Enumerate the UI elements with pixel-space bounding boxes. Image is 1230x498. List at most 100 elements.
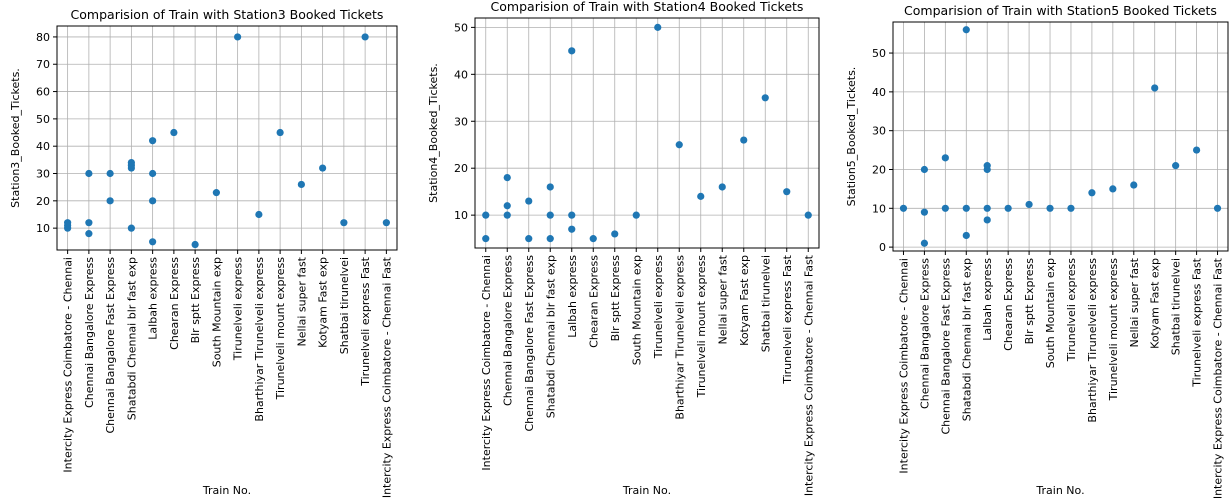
y-tick-label: 80 — [36, 31, 50, 44]
x-tick-label: Chennai Bangalore Fast Express — [523, 255, 536, 432]
y-tick-label: 10 — [36, 222, 50, 235]
x-tick-label: Chennai Bangalore Express — [83, 257, 96, 408]
x-tick-label: Intercity Express Coimbatore - Chennai F… — [380, 256, 393, 498]
data-point — [525, 197, 533, 205]
data-point — [546, 211, 554, 219]
x-tick-label: Intercity Express Coimbatore - Chennai — [480, 255, 493, 471]
plot-frame — [474, 17, 820, 249]
x-tick-label: Tirunelveli express Fast — [1191, 257, 1204, 387]
data-point — [127, 158, 135, 167]
data-point — [941, 204, 949, 212]
chart-title: Comparision of Train with Station5 Booke… — [904, 3, 1217, 18]
data-point — [983, 216, 991, 224]
x-tick-label: Blr sptt Express — [609, 255, 622, 342]
data-point — [149, 238, 157, 246]
x-tick-label: Chennai Bangalore Express — [501, 255, 514, 406]
chart-panel-3: 10 20 30 40 50 60 70 80 Intercity Express Coimba… — [9, 7, 398, 498]
data-point — [920, 239, 929, 247]
data-point — [962, 204, 970, 212]
x-tick-label: Tirunelveli express — [652, 255, 665, 359]
data-point — [675, 141, 683, 149]
data-point — [234, 33, 242, 41]
data-point — [482, 211, 490, 219]
data-point — [149, 169, 157, 178]
data-point — [64, 219, 72, 227]
data-point — [340, 219, 348, 227]
y-tick-label: 20 — [454, 162, 468, 175]
plot-frame — [892, 21, 1229, 252]
data-point — [1088, 189, 1096, 197]
data-point — [920, 208, 929, 216]
data-point — [191, 240, 199, 249]
data-point — [127, 224, 135, 232]
y-tick-label: 10 — [454, 209, 468, 222]
plot-frame — [56, 25, 398, 251]
data-point — [85, 169, 93, 178]
x-tick-label: Tirunelveli mount express — [695, 255, 708, 399]
x-tick-label: South Mountain exp — [630, 255, 643, 365]
x-tick-label: Chennai Bangalore Fast Express — [939, 258, 952, 435]
data-point — [503, 173, 511, 182]
data-point — [1172, 162, 1180, 170]
data-point — [611, 230, 619, 238]
x-tick-label: Tirunelveli mount express — [1107, 258, 1120, 402]
y-tick-label: 70 — [36, 58, 50, 71]
data-point — [546, 235, 554, 243]
data-point — [740, 136, 748, 144]
data-point — [1130, 181, 1138, 189]
y-axis-label: Station3_Booked_Tickets. — [9, 68, 22, 208]
data-point — [1151, 84, 1159, 92]
x-tick-label: Tirunelveli express Fast — [359, 256, 372, 386]
x-tick-label: Shatbai tirunelvei — [338, 257, 351, 354]
x-tick-label: Nellai super fast — [295, 256, 308, 346]
y-tick-label: 50 — [36, 113, 50, 126]
y-tick-label: 30 — [872, 125, 886, 138]
data-point — [920, 165, 929, 174]
data-point — [503, 211, 511, 219]
data-point — [632, 211, 640, 219]
data-point — [568, 47, 576, 55]
data-point — [1046, 204, 1054, 212]
x-tick-label: Kotyam Fast exp — [1149, 258, 1162, 349]
y-tick-label: 20 — [36, 195, 50, 208]
y-tick-label: 0 — [879, 241, 886, 254]
chart-panel-4: 10 20 30 40 50 Intercity Express Coimbatore -… — [427, 0, 820, 497]
data-point — [297, 180, 305, 189]
x-tick-label: Intercity Express Coimbatore - Chennai — [897, 258, 910, 474]
data-point — [1192, 146, 1201, 154]
data-point — [697, 192, 705, 200]
x-axis-label: Train No. — [1035, 484, 1084, 497]
y-tick-label: 40 — [872, 86, 886, 99]
data-point — [983, 204, 991, 212]
data-point — [1067, 204, 1075, 212]
chart-title: Comparision of Train with Station3 Booke… — [71, 7, 384, 22]
data-point — [482, 235, 490, 243]
x-axis-label: Train No. — [622, 484, 671, 497]
x-tick-label: Bharthiyar Tirunelveli express — [253, 257, 266, 422]
x-tick-label: Shatbai tirunelvei — [759, 255, 772, 352]
data-point — [546, 183, 554, 191]
data-point — [85, 230, 93, 238]
x-tick-label: Chearan Express — [168, 257, 181, 350]
data-point — [654, 23, 662, 31]
x-tick-label: Shatbai tirunelvei — [1170, 258, 1183, 355]
x-tick-label: Intercity Express Coimbatore - Chennai F… — [1212, 257, 1225, 498]
x-tick-label: South Mountain exp — [210, 257, 223, 367]
x-tick-label: Bharthiyar Tirunelveli express — [1086, 258, 1099, 423]
x-tick-label: Nellai super fast — [716, 254, 729, 344]
data-point — [1109, 185, 1117, 193]
y-tick-label: 10 — [872, 202, 886, 215]
chart-panel-5: 0 10 20 30 40 50 Intercity Express Coimbatore … — [845, 3, 1229, 498]
data-point — [761, 94, 769, 102]
y-tick-label: 50 — [454, 21, 468, 34]
data-point — [962, 231, 970, 240]
data-point — [783, 188, 791, 196]
x-tick-label: Lalbah express — [566, 255, 579, 338]
x-tick-label: Lalbah express — [981, 258, 994, 341]
y-tick-label: 40 — [454, 68, 468, 81]
data-point — [525, 235, 533, 243]
data-point — [804, 211, 812, 219]
data-point — [106, 169, 114, 178]
y-tick-label: 30 — [454, 115, 468, 128]
